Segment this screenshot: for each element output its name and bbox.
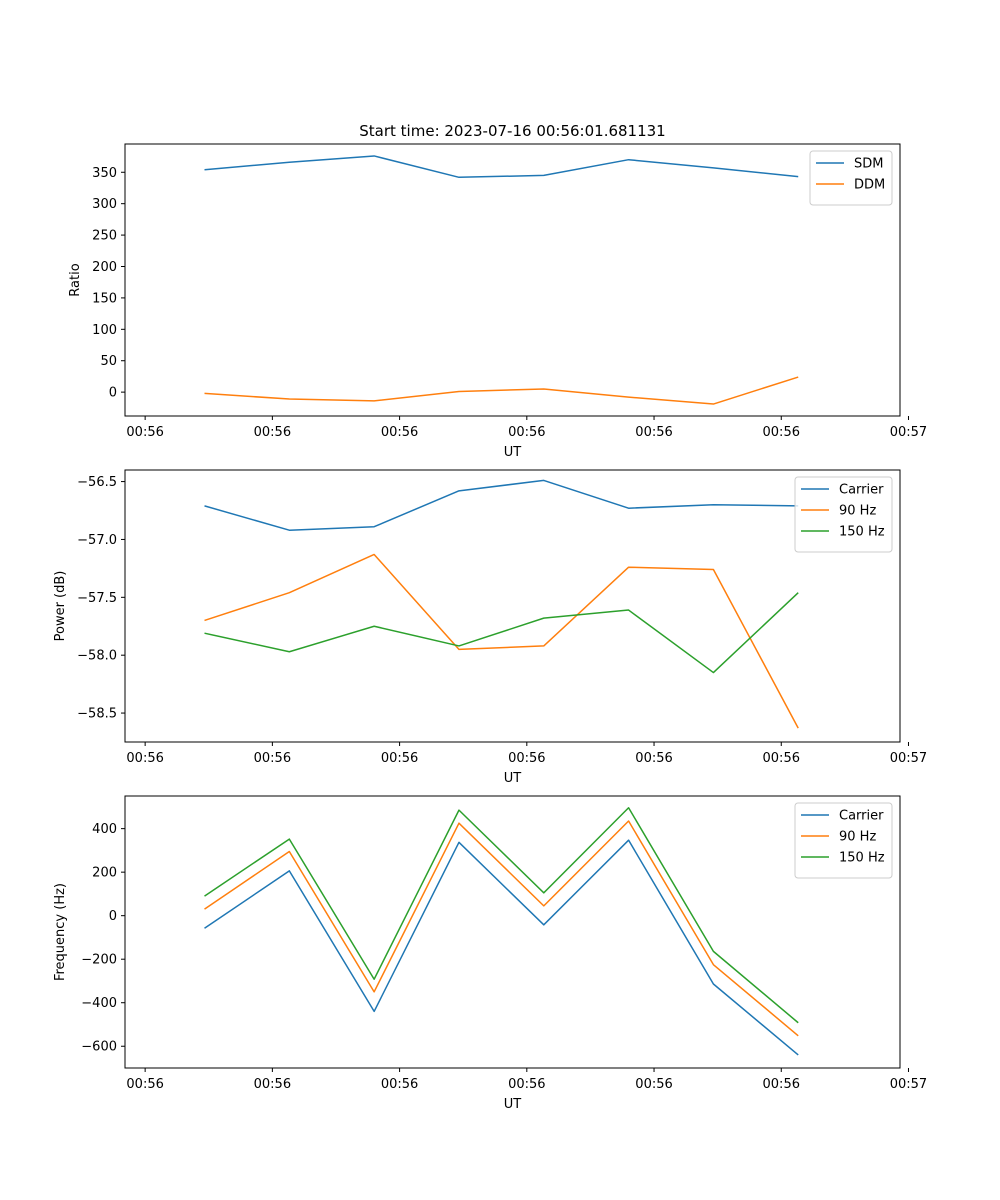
- y-tick-label: −57.5: [77, 591, 117, 606]
- series-line-150-hz: [204, 807, 799, 1024]
- x-tick-label: 00:57: [890, 751, 927, 766]
- x-tick-label: 00:56: [635, 751, 672, 766]
- series-line-sdm: [204, 155, 799, 179]
- x-tick-label: 00:56: [635, 425, 672, 440]
- y-tick-label: 400: [92, 822, 117, 837]
- y-tick-label: −57.0: [77, 533, 117, 548]
- x-axis-label: UT: [504, 445, 522, 460]
- chart-panel-1: 00:56 00:56 00:56 00:56 00:56 00:56 00:57 0 50 10…: [68, 122, 927, 460]
- series-line-carrier: [204, 839, 799, 1056]
- axes-frame: [124, 469, 901, 743]
- y-tick-label: 300: [92, 197, 117, 212]
- chart-panel-3: 00:56 00:56 00:56 00:56 00:56 00:56 00:57 400 20…: [53, 795, 927, 1112]
- y-axis-label: Ratio: [68, 263, 83, 296]
- x-tick-label: 00:57: [890, 425, 927, 440]
- y-tick-label: 0: [109, 909, 117, 924]
- y-tick-label: −58.0: [77, 649, 117, 664]
- x-tick-label: 00:56: [126, 751, 163, 766]
- y-tick-label: −200: [81, 953, 117, 968]
- x-tick-label: 00:56: [508, 751, 545, 766]
- x-tick-label: 00:56: [381, 751, 418, 766]
- y-tick-label: 200: [92, 866, 117, 881]
- axes-frame: [124, 795, 901, 1069]
- y-axis-label: Frequency (Hz): [53, 883, 68, 981]
- y-tick-label: −58.5: [77, 707, 117, 722]
- x-tick-label: 00:56: [254, 425, 291, 440]
- legend-box: [794, 476, 893, 553]
- x-tick-label: 00:56: [508, 425, 545, 440]
- x-axis-label: UT: [504, 771, 522, 786]
- x-tick-label: 00:56: [763, 425, 800, 440]
- legend-label: Carrier: [839, 809, 884, 824]
- chart-panel-2: 00:56 00:56 00:56 00:56 00:56 00:56 00:57 −56.5…: [53, 469, 927, 786]
- y-tick-label: 350: [92, 166, 117, 181]
- y-tick-label: 250: [92, 229, 117, 244]
- legend-label: Carrier: [839, 483, 884, 498]
- legend-label: DDM: [854, 178, 885, 193]
- chart-title: Start time: 2023-07-16 00:56:01.681131: [359, 122, 665, 140]
- x-axis-label: UT: [504, 1097, 522, 1112]
- x-tick-label: 00:56: [254, 751, 291, 766]
- y-tick-label: 150: [92, 291, 117, 306]
- legend-label: 90 Hz: [839, 830, 876, 845]
- legend-box: [809, 150, 893, 206]
- y-tick-label: 50: [100, 354, 117, 369]
- legend-label: 150 Hz: [839, 851, 885, 866]
- legend: SDM DDM: [809, 150, 893, 206]
- y-tick-label: 200: [92, 260, 117, 275]
- axes-frame: [124, 143, 901, 417]
- y-tick-label: 0: [109, 386, 117, 401]
- series-line-carrier: [204, 479, 799, 531]
- legend: Carrier 90 Hz 150 Hz: [794, 476, 893, 553]
- x-tick-label: 00:56: [763, 751, 800, 766]
- y-tick-label: −56.5: [77, 475, 117, 490]
- x-tick-label: 00:56: [381, 1077, 418, 1092]
- legend-label: SDM: [854, 157, 883, 172]
- x-tick-label: 00:56: [126, 425, 163, 440]
- y-tick-label: −600: [81, 1040, 117, 1055]
- series-line-150-hz: [204, 592, 799, 674]
- x-tick-label: 00:57: [890, 1077, 927, 1092]
- x-tick-label: 00:56: [254, 1077, 291, 1092]
- legend: Carrier 90 Hz 150 Hz: [794, 802, 893, 879]
- legend-label: 90 Hz: [839, 504, 876, 519]
- x-tick-label: 00:56: [126, 1077, 163, 1092]
- y-tick-label: 100: [92, 323, 117, 338]
- x-tick-label: 00:56: [763, 1077, 800, 1092]
- series-line-ddm: [204, 376, 799, 405]
- x-tick-label: 00:56: [381, 425, 418, 440]
- legend-label: 150 Hz: [839, 525, 885, 540]
- series-line-90-hz: [204, 553, 799, 729]
- x-tick-label: 00:56: [508, 1077, 545, 1092]
- legend-box: [794, 802, 893, 879]
- y-tick-label: −400: [81, 996, 117, 1011]
- x-tick-label: 00:56: [635, 1077, 672, 1092]
- series-line-90-hz: [204, 820, 799, 1037]
- y-axis-label: Power (dB): [53, 571, 68, 642]
